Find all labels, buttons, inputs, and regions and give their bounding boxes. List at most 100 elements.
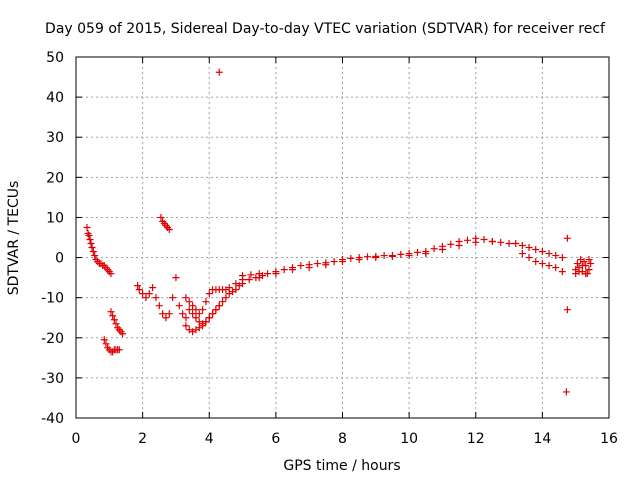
data-point (330, 258, 338, 266)
data-point (305, 264, 313, 272)
data-point (563, 234, 571, 242)
data-point (512, 240, 520, 248)
chart-title: Day 059 of 2015, Sidereal Day-to-day VTE… (45, 21, 606, 37)
data-point (552, 252, 560, 260)
data-point (89, 248, 97, 256)
data-point (182, 294, 190, 302)
data-point (272, 270, 280, 278)
y-tick-label: 50 (46, 50, 64, 66)
data-point (145, 290, 153, 298)
x-tick-label: 14 (533, 431, 551, 447)
data-point (142, 294, 150, 302)
x-tick-label: 8 (338, 431, 347, 447)
data-point (185, 306, 193, 314)
data-point (438, 246, 446, 254)
y-tick-label: -20 (41, 331, 64, 347)
data-point (538, 248, 546, 256)
data-point (107, 308, 115, 316)
x-tick-labels: 0 2 4 6 8 10 12 14 16 (72, 431, 618, 447)
data-point (447, 240, 455, 248)
series-rising-trend-lower (255, 238, 496, 282)
data-point (112, 320, 120, 328)
data-point (587, 260, 595, 268)
data-point (232, 286, 240, 294)
series-outliers (215, 68, 571, 396)
data-point (215, 302, 223, 310)
series-morning-scatter (134, 274, 190, 322)
data-point (363, 253, 371, 261)
data-point (497, 238, 505, 246)
data-point (472, 238, 480, 246)
data-point (347, 254, 355, 262)
x-tick-label: 10 (400, 431, 418, 447)
data-point (179, 310, 187, 318)
grid (76, 57, 609, 418)
data-point (355, 256, 363, 264)
data-point (209, 310, 217, 318)
data-point (430, 245, 438, 253)
data-point (215, 68, 223, 76)
data-point (162, 314, 170, 322)
y-tick-label: -40 (41, 411, 64, 427)
data-point (247, 271, 255, 279)
data-point (175, 302, 183, 310)
y-tick-label: 20 (46, 170, 64, 186)
series-mid-segment (107, 308, 127, 338)
data-point (314, 260, 322, 268)
data-point (552, 264, 560, 272)
data-point (518, 250, 526, 258)
data-point (339, 258, 346, 266)
y-tick-labels: 50 40 30 20 10 0 -10 -20 -30 -40 (41, 50, 64, 427)
data-point (139, 290, 147, 298)
data-point (165, 310, 173, 318)
data-point (169, 294, 177, 302)
x-tick-label: 12 (467, 431, 485, 447)
data-point (532, 246, 540, 254)
y-tick-label: -10 (41, 291, 64, 307)
data-point (545, 262, 553, 270)
data-point (573, 260, 581, 268)
data-point (205, 290, 213, 298)
series-early-drop (83, 223, 115, 278)
data-point (575, 268, 583, 276)
y-tick-label: 40 (46, 90, 64, 106)
data-point (119, 330, 127, 338)
data-point (297, 262, 305, 270)
data-point (157, 213, 165, 221)
data-point (232, 280, 240, 288)
data-point (525, 254, 533, 262)
data-point (532, 258, 540, 266)
data-point (488, 238, 496, 246)
data-point (405, 252, 413, 260)
axis-ticks (75, 56, 610, 419)
y-tick-label: -30 (41, 371, 64, 387)
data-point (192, 314, 200, 322)
data-point (159, 310, 167, 318)
data-point (87, 240, 95, 248)
data-point (86, 236, 94, 244)
x-tick-label: 4 (205, 431, 214, 447)
series-early-low-arc (100, 336, 123, 356)
data-point (115, 346, 123, 354)
data-point (563, 306, 571, 314)
y-tick-label: 0 (55, 251, 64, 267)
data-point (88, 244, 96, 252)
data-point (558, 254, 566, 262)
data-point (205, 314, 213, 322)
x-axis-title: GPS time / hours (283, 458, 400, 474)
data-point (578, 262, 586, 270)
data-point (585, 256, 593, 264)
data-point (558, 268, 566, 276)
data-point (245, 276, 253, 284)
y-axis-title: SDTVAR / TECUs (6, 181, 22, 296)
data-point (100, 336, 108, 344)
data-point (219, 298, 227, 306)
data-point (422, 250, 430, 258)
data-point (480, 236, 488, 244)
data-point (202, 298, 210, 306)
data-point (525, 244, 533, 252)
data-point (91, 252, 99, 260)
data-point (582, 270, 590, 278)
data-point (518, 242, 526, 250)
data-point (192, 306, 200, 314)
